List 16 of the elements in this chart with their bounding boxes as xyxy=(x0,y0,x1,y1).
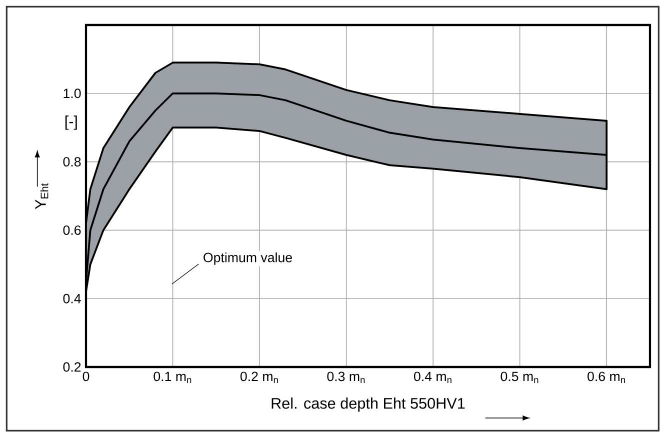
text: [-] xyxy=(65,116,77,130)
y-tick-label: 0.4 xyxy=(63,294,81,304)
x-tick-label: 0.1 m$_{n}$ xyxy=(154,372,192,384)
x-axis-title: Rel. case depth Eht 550HV1 xyxy=(272,398,465,412)
x-tick-label: 0.4 m$_{n}$ xyxy=(414,372,452,384)
x-tick-label: 0 xyxy=(82,372,90,382)
y-tick-label: 0.8 xyxy=(63,157,81,167)
x-tick-label: 0.6 m$_{n}$ xyxy=(588,372,625,384)
annotation: Optimum value xyxy=(204,252,292,265)
y-axis-title: Y$_{Eht}$ xyxy=(35,183,48,210)
x-tick-label: 0.5 m$_{n}$ xyxy=(500,372,538,384)
x-tick-label: 0.3 m$_{n}$ xyxy=(327,372,365,384)
x-tick-label: 0.2 m$_{n}$ xyxy=(240,372,278,384)
y-tick-label: 0.2 xyxy=(63,362,81,372)
y-tick-label: 1.0 xyxy=(64,88,81,98)
y-tick-label: 0.6 xyxy=(63,225,81,235)
